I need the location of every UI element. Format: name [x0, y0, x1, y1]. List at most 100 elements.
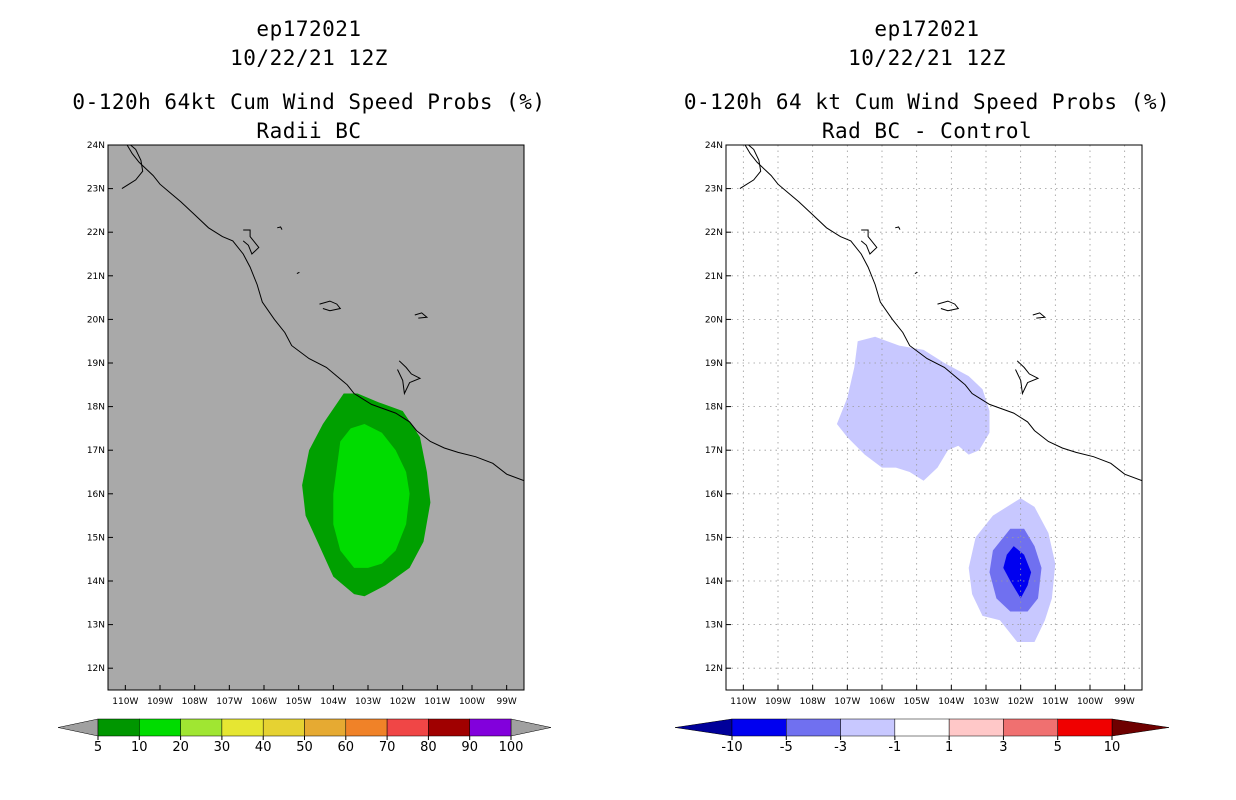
colorbar-swatch	[386, 718, 429, 737]
x-tick-label: 99W	[496, 697, 516, 707]
colorbar-label: 3	[999, 740, 1007, 755]
y-tick-label: 13N	[87, 621, 105, 631]
colorbar-label: -3	[834, 740, 847, 755]
y-tick-label: 21N	[87, 272, 105, 282]
x-tick-label: 109W	[765, 697, 791, 707]
colorbar-swatch	[345, 718, 388, 737]
colorbar-label: 60	[338, 740, 355, 755]
colorbar-label: 10	[1104, 740, 1121, 755]
colorbar-label: 30	[214, 740, 231, 755]
colorbar-label: 5	[1054, 740, 1062, 755]
chart-subtitle: Radii BC	[256, 119, 362, 143]
colorbar-swatch	[1057, 718, 1113, 737]
colorbar-swatch	[731, 718, 787, 737]
x-tick-label: 101W	[1042, 697, 1068, 707]
y-tick-label: 15N	[87, 533, 105, 543]
colorbar-label: -1	[888, 740, 901, 755]
x-tick-label: 105W	[286, 697, 312, 707]
y-tick-label: 12N	[87, 664, 105, 674]
colorbar-swatch	[786, 718, 841, 737]
island-outline	[1032, 312, 1047, 319]
colorbar-swatch	[469, 718, 512, 737]
datetime-title: 10/22/21 12Z	[230, 46, 388, 70]
x-tick-label: 110W	[730, 697, 756, 707]
colorbar-swatch	[97, 718, 140, 737]
y-tick-label: 15N	[705, 533, 723, 543]
y-tick-label: 14N	[87, 577, 105, 587]
y-tick-label: 21N	[705, 272, 723, 282]
y-tick-label: 17N	[87, 446, 105, 456]
y-tick-label: 24N	[705, 141, 723, 151]
y-tick-label: 18N	[705, 403, 723, 413]
plot-background	[108, 145, 524, 690]
chart-subtitle: Rad BC - Control	[821, 119, 1033, 143]
x-tick-label: 102W	[1008, 697, 1034, 707]
colorbar-label: 100	[499, 740, 524, 755]
island-outline	[277, 226, 283, 230]
plot-frame	[725, 144, 1143, 691]
storm-id-title: ep172021	[874, 17, 980, 41]
x-tick-label: 101W	[424, 697, 450, 707]
y-tick-label: 13N	[705, 621, 723, 631]
y-tick-label: 16N	[705, 490, 723, 500]
x-tick-label: 107W	[216, 697, 242, 707]
coastline	[126, 145, 524, 482]
colorbar-swatch	[221, 718, 264, 737]
colorbar-low-arrow	[674, 718, 733, 737]
colorbar-high-arrow	[510, 718, 552, 737]
island-outline	[860, 229, 878, 255]
island-outline	[914, 271, 918, 275]
x-tick-label: 100W	[459, 697, 485, 707]
storm-id-title: ep172021	[256, 17, 362, 41]
left-panel: ep172021 10/22/21 12Z 0-120h 64kt Cum Wi…	[57, 17, 552, 755]
contour-layer	[302, 393, 431, 597]
colorbar-label: 50	[296, 740, 313, 755]
x-tick-label: 104W	[938, 697, 964, 707]
radii-bc-map: 110W 109W 108W 107W 106W 105W 104W 103W 102W 101W…	[57, 141, 552, 755]
colorbar-label: 20	[172, 740, 189, 755]
island-outline	[895, 226, 901, 230]
x-tick-label: 110W	[112, 697, 138, 707]
coastline	[744, 145, 1142, 482]
y-tick-label: 23N	[705, 185, 723, 195]
x-tick-label: 106W	[869, 697, 895, 707]
colorbar-swatch	[304, 718, 347, 737]
colorbar-swatch	[948, 718, 1004, 737]
colorbar: 5 10 20 30 40 50 60 70 80 90 100	[57, 718, 552, 755]
y-tick-label: 22N	[705, 228, 723, 238]
colorbar-label: -10	[721, 740, 742, 755]
colorbar-swatch	[840, 718, 896, 737]
coastline-baja	[121, 145, 144, 190]
colorbar-label: 90	[461, 740, 478, 755]
colorbar-swatch	[262, 718, 305, 737]
y-tick-label: 22N	[87, 228, 105, 238]
x-tick-label: 107W	[834, 697, 860, 707]
y-tick-label: 18N	[87, 403, 105, 413]
colorbar-label: 10	[131, 740, 148, 755]
colorbar-label: 80	[420, 740, 437, 755]
colorbar-label: 1	[945, 740, 953, 755]
x-tick-label: 102W	[390, 697, 416, 707]
x-tick-label: 100W	[1077, 697, 1103, 707]
colorbar-label: 70	[379, 740, 396, 755]
island-outline	[319, 300, 342, 312]
colorbar-label: 5	[94, 740, 102, 755]
coastline-layer	[121, 145, 524, 482]
x-tick-label: 99W	[1114, 697, 1134, 707]
island-outline	[1015, 360, 1040, 396]
island-outline	[296, 271, 300, 275]
y-tick-label: 20N	[87, 315, 105, 325]
x-tick-label: 108W	[800, 697, 826, 707]
colorbar-swatch	[139, 718, 181, 737]
colorbar-high-arrow	[1111, 718, 1170, 737]
colorbar-low-arrow	[57, 718, 99, 737]
coastline-layer	[739, 145, 1142, 482]
x-tick-label: 103W	[973, 697, 999, 707]
colorbar-label: -5	[780, 740, 793, 755]
x-tick-label: 103W	[355, 697, 381, 707]
x-tick-label: 108W	[182, 697, 208, 707]
colorbar-swatch	[1003, 718, 1058, 737]
x-tick-label: 106W	[251, 697, 277, 707]
y-tick-label: 24N	[87, 141, 105, 151]
colorbar: -10 -5 -3 -1 1 3 5 10	[674, 718, 1170, 755]
